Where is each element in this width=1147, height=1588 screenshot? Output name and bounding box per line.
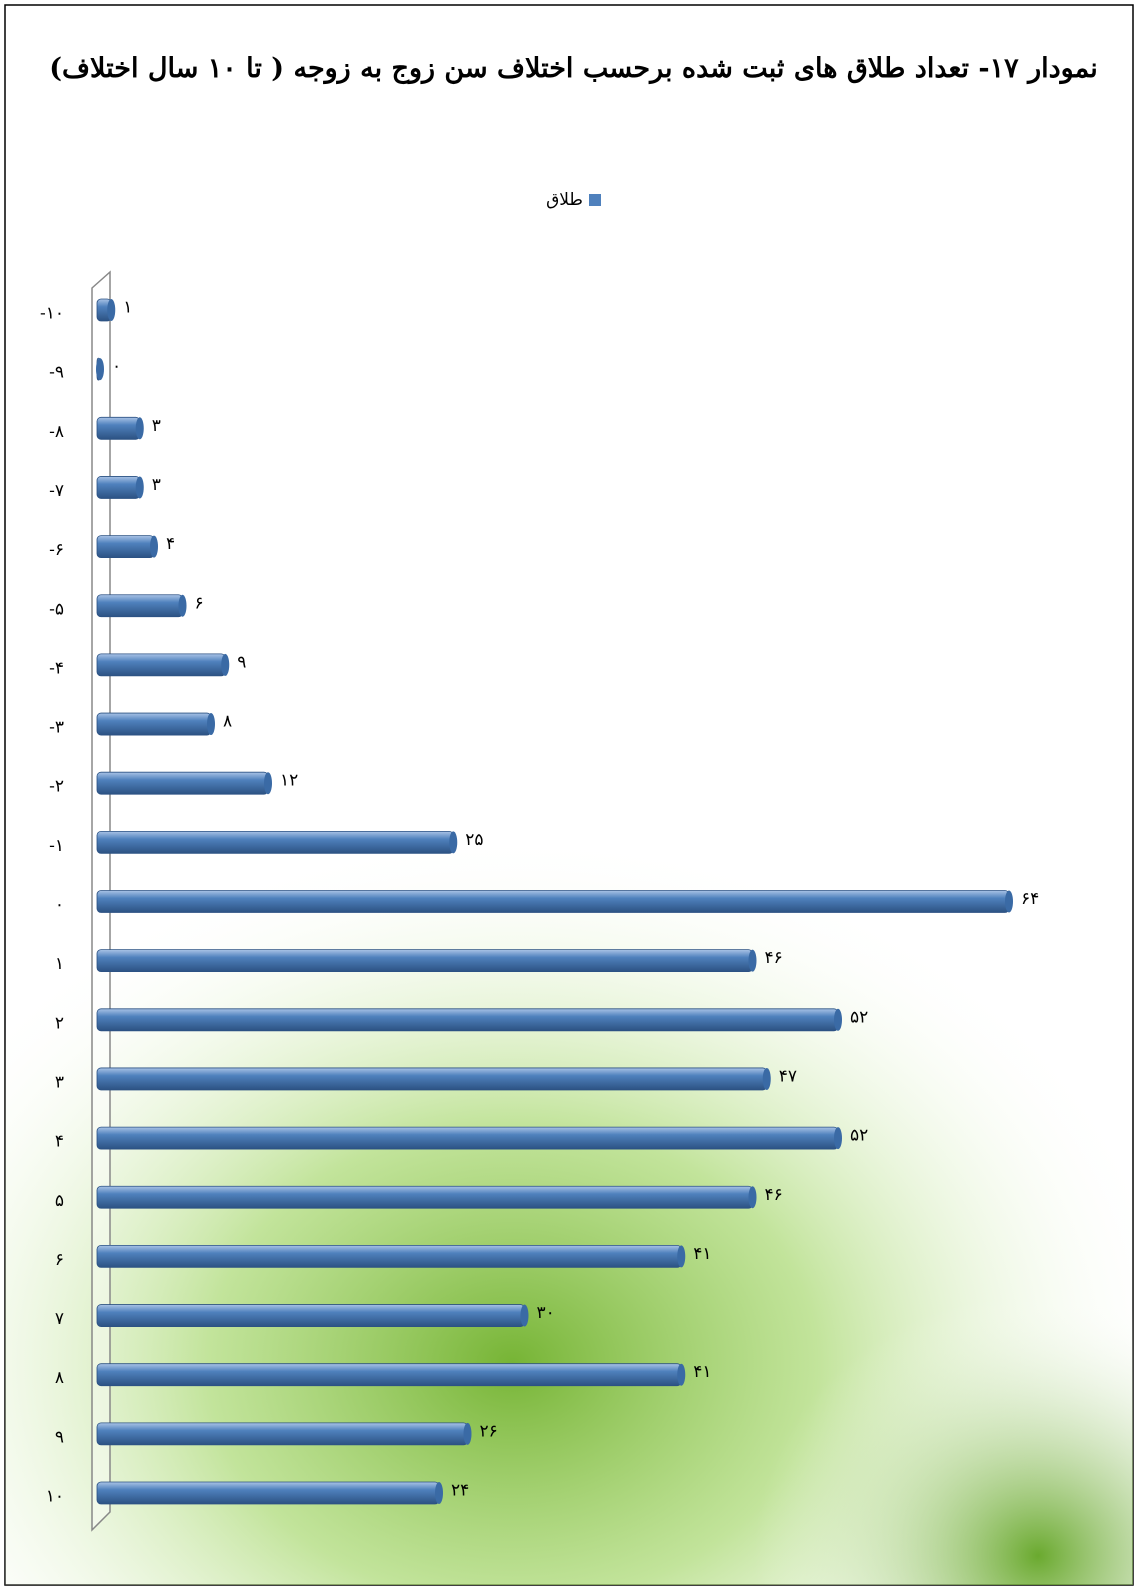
- bar: [96, 771, 269, 795]
- y-tick-label: -۷: [49, 481, 64, 501]
- bar: [96, 476, 141, 499]
- y-tick-label: ۱۰: [46, 1487, 64, 1507]
- data-label: ۹: [237, 652, 246, 672]
- bar-cap: [207, 713, 215, 736]
- bar-cap: [135, 476, 144, 499]
- bar-cap: [748, 949, 757, 972]
- y-tick-label: ۰: [55, 895, 64, 915]
- data-label: ۶: [195, 593, 204, 613]
- y-tick-label: -۱: [49, 836, 64, 856]
- data-label: ۳: [152, 475, 161, 495]
- bar: [96, 890, 1010, 913]
- data-label: ۴۱: [693, 1244, 711, 1264]
- y-tick-label: -۶: [49, 540, 64, 560]
- bar: [96, 1067, 768, 1091]
- data-label: ۸: [223, 712, 232, 732]
- y-tick-label: -۱۰: [40, 304, 64, 324]
- data-label: ۱۲: [280, 771, 298, 791]
- data-label: ۳: [152, 416, 161, 436]
- bar-cap: [463, 1422, 472, 1445]
- bar-cap: [178, 594, 187, 617]
- bar-cap: [107, 299, 116, 321]
- bar: [96, 712, 212, 736]
- bar: [96, 830, 454, 854]
- chart-title: نمودار ۱۷- تعداد طلاق های ثبت شده برحسب …: [49, 53, 1098, 84]
- bar-cap: [435, 1482, 443, 1504]
- data-label: ۶۴: [1021, 889, 1039, 909]
- data-label: ۱: [123, 298, 132, 318]
- data-label: ۵۲: [850, 1126, 868, 1146]
- bar-cap: [748, 1186, 757, 1209]
- bar-cap: [150, 535, 158, 558]
- legend: طلاق: [0, 190, 1147, 210]
- bar-cap: [677, 1363, 686, 1386]
- bar: [96, 1185, 753, 1209]
- bar-cap: [1005, 890, 1013, 913]
- bar: [96, 653, 226, 677]
- legend-swatch: [588, 194, 601, 206]
- y-tick-label: ۸: [55, 1368, 64, 1388]
- y-tick-label: -۲: [49, 777, 64, 797]
- y-tick-label: ۹: [55, 1427, 64, 1447]
- y-tick-label: -۴: [49, 658, 64, 678]
- y-tick-label: ۴: [55, 1132, 64, 1152]
- data-label: ۲۴: [451, 1481, 469, 1501]
- data-label: ۴۷: [779, 1066, 797, 1086]
- bar: [96, 949, 753, 973]
- bar: [96, 1363, 682, 1387]
- bar-cap: [135, 417, 144, 440]
- y-tick-label: ۲: [55, 1013, 64, 1033]
- y-tick-label: -۳: [49, 718, 64, 738]
- bar-cap: [520, 1304, 529, 1327]
- y-tick-label: ۶: [55, 1250, 64, 1270]
- bar-cap: [449, 831, 458, 854]
- bar: [96, 416, 141, 440]
- y-tick-label: ۱: [55, 954, 64, 974]
- bar-cap: [264, 772, 272, 795]
- y-tick-label: ۵: [55, 1191, 64, 1211]
- background: [500, 1000, 1133, 1585]
- y-tick-label: -۵: [49, 599, 64, 619]
- bar: [96, 1422, 468, 1446]
- bar: [96, 1481, 440, 1505]
- data-label: ۰: [112, 357, 121, 377]
- legend-label: طلاق: [546, 190, 583, 210]
- bar: [96, 1245, 682, 1268]
- bar-cap: [677, 1245, 686, 1268]
- data-label: ۲۶: [480, 1421, 498, 1441]
- data-label: ۲۵: [465, 830, 483, 850]
- data-label: ۴۱: [693, 1362, 711, 1382]
- y-tick-label: -۸: [49, 422, 64, 442]
- bar-cap: [96, 358, 104, 381]
- data-label: ۴۶: [765, 948, 783, 968]
- bar: [96, 594, 183, 618]
- y-tick-label: ۷: [55, 1309, 64, 1329]
- bar-cap: [762, 1067, 771, 1090]
- y-tick-label: ۳: [55, 1072, 64, 1092]
- data-label: ۴: [166, 534, 175, 554]
- bar: [96, 1008, 839, 1032]
- data-label: ۳۰: [537, 1303, 555, 1323]
- bar: [96, 1304, 525, 1327]
- bar: [96, 535, 155, 558]
- bar-cap: [221, 653, 230, 676]
- y-tick-label: -۹: [49, 363, 64, 383]
- bar-cap: [834, 1127, 842, 1150]
- bar: [96, 1126, 839, 1150]
- data-label: ۴۶: [765, 1185, 783, 1205]
- bar-cap: [834, 1008, 842, 1031]
- data-label: ۵۲: [850, 1007, 868, 1027]
